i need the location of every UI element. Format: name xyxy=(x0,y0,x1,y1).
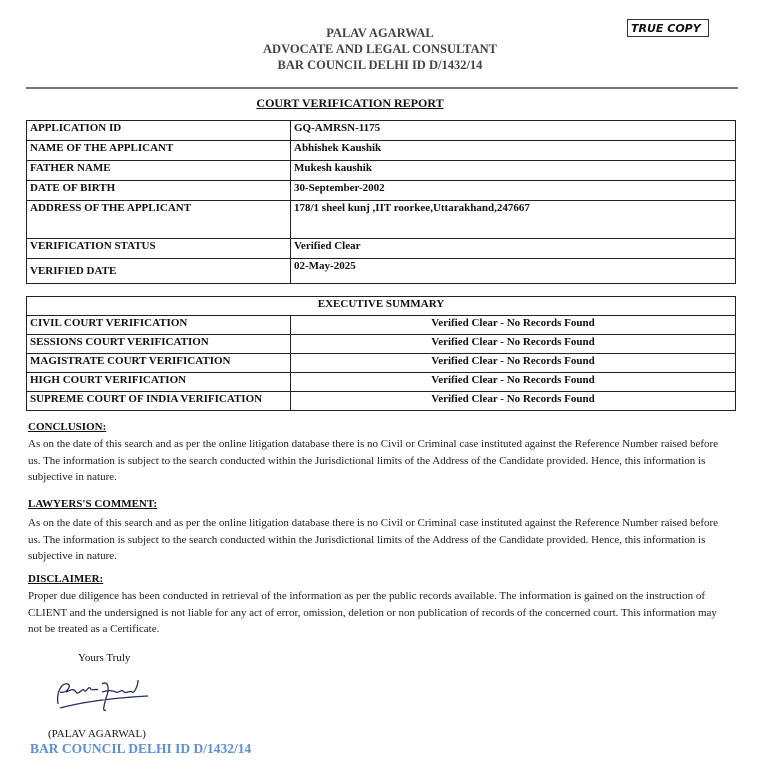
row-label: DATE OF BIRTH xyxy=(26,180,291,201)
row-value: Verified Clear - No Records Found xyxy=(290,315,736,335)
row-label: APPLICATION ID xyxy=(26,120,291,141)
executive-summary-table: EXECUTIVE SUMMARY CIVIL COURT VERIFICATI… xyxy=(26,296,736,411)
closing-text: Yours Truly xyxy=(78,652,131,664)
row-label: ADDRESS OF THE APPLICANT xyxy=(26,200,291,239)
table-row: HIGH COURT VERIFICATION Verified Clear - … xyxy=(26,372,736,392)
table-row: DATE OF BIRTH 30-September-2002 xyxy=(26,180,736,201)
advocate-bar-id: BAR COUNCIL DELHI ID D/1432/14 xyxy=(277,58,483,72)
row-label: MAGISTRATE COURT VERIFICATION xyxy=(26,353,291,373)
signature-image xyxy=(52,674,152,719)
disclaimer-heading: DISCLAIMER: xyxy=(28,573,104,585)
row-value: Verified Clear xyxy=(290,238,736,259)
row-value: 02-May-2025 xyxy=(290,258,736,284)
table-row: CIVIL COURT VERIFICATION Verified Clear -… xyxy=(26,315,736,335)
row-label: SESSIONS COURT VERIFICATION xyxy=(26,334,291,354)
row-value: 30-September-2002 xyxy=(290,180,736,201)
row-value: GQ-AMRSN-1175 xyxy=(290,120,736,141)
summary-heading: EXECUTIVE SUMMARY xyxy=(26,296,736,316)
table-row: APPLICATION ID GQ-AMRSN-1175 xyxy=(26,120,736,141)
report-title: COURT VERIFICATION REPORT xyxy=(256,96,444,110)
row-label: FATHER NAME xyxy=(26,160,291,181)
table-row: VERIFIED DATE 02-May-2025 xyxy=(26,258,736,284)
conclusion-heading: CONCLUSION: xyxy=(28,421,107,433)
table-row: VERIFICATION STATUS Verified Clear xyxy=(26,238,736,259)
advocate-name: PALAV AGARWAL xyxy=(326,26,434,40)
signatory-bar-id: BAR COUNCIL DELHI ID D/1432/14 xyxy=(30,741,252,756)
applicant-details-table: APPLICATION ID GQ-AMRSN-1175 NAME OF THE … xyxy=(26,120,736,284)
header-divider xyxy=(26,87,738,89)
table-header-row: EXECUTIVE SUMMARY xyxy=(26,296,736,316)
row-value: Abhishek Kaushik xyxy=(290,140,736,161)
lawyers-comment-heading: LAWYERS'S COMMENT: xyxy=(28,498,158,510)
row-value: Mukesh kaushik xyxy=(290,160,736,181)
row-label: VERIFICATION STATUS xyxy=(26,238,291,259)
row-label: CIVIL COURT VERIFICATION xyxy=(26,315,291,335)
row-label: SUPREME COURT OF INDIA VERIFICATION xyxy=(26,391,291,411)
disclaimer-text: Proper due diligence has been conducted … xyxy=(28,590,717,635)
signatory-name: (PALAV AGARWAL) xyxy=(48,728,146,740)
row-value: 178/1 sheel kunj ,IIT roorkee,Uttarakhan… xyxy=(290,200,736,239)
row-label: NAME OF THE APPLICANT xyxy=(26,140,291,161)
conclusion-text: As on the date of this search and as per… xyxy=(28,438,719,483)
table-row: SUPREME COURT OF INDIA VERIFICATION Verif… xyxy=(26,391,736,411)
table-row: MAGISTRATE COURT VERIFICATION Verified Cl… xyxy=(26,353,736,373)
row-value: Verified Clear - No Records Found xyxy=(290,391,736,411)
table-row: ADDRESS OF THE APPLICANT 178/1 sheel kunj… xyxy=(26,200,736,239)
table-row: FATHER NAME Mukesh kaushik xyxy=(26,160,736,181)
table-row: NAME OF THE APPLICANT Abhishek Kaushik xyxy=(26,140,736,161)
row-value: Verified Clear - No Records Found xyxy=(290,353,736,373)
row-label: VERIFIED DATE xyxy=(26,258,291,284)
advocate-role: ADVOCATE AND LEGAL CONSULTANT xyxy=(263,42,497,56)
row-value: Verified Clear - No Records Found xyxy=(290,372,736,392)
row-label: HIGH COURT VERIFICATION xyxy=(26,372,291,392)
table-row: SESSIONS COURT VERIFICATION Verified Clea… xyxy=(26,334,736,354)
true-copy-stamp: TRUE COPY xyxy=(627,19,709,37)
row-value: Verified Clear - No Records Found xyxy=(290,334,736,354)
lawyers-comment-text: As on the date of this search and as per… xyxy=(28,517,719,562)
